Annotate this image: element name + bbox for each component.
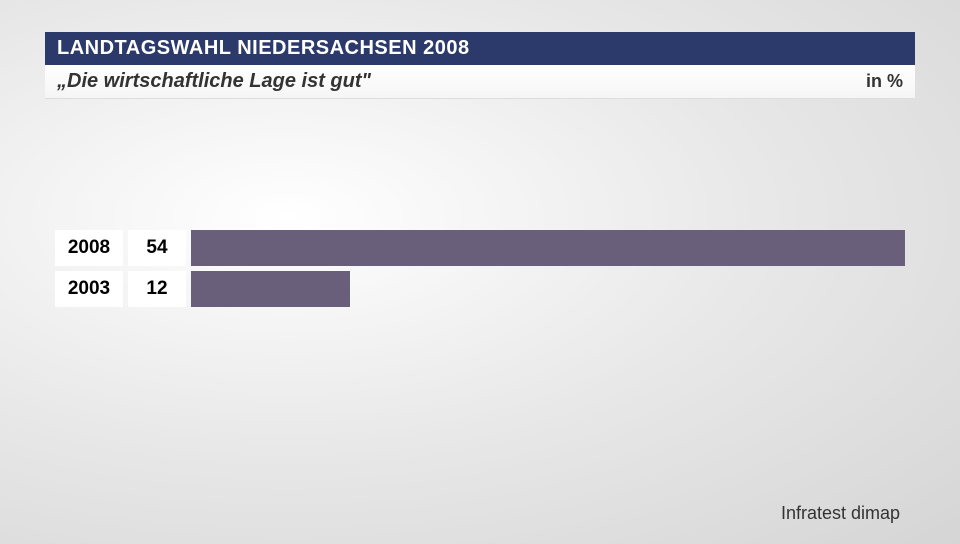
value-label: 12 bbox=[128, 271, 186, 307]
year-label: 2003 bbox=[55, 271, 123, 307]
header-band: LANDTAGSWAHL NIEDERSACHSEN 2008 bbox=[45, 32, 915, 65]
bar-track bbox=[191, 271, 905, 307]
bar-track bbox=[191, 230, 905, 266]
unit-label: in % bbox=[866, 71, 903, 92]
source-attribution: Infratest dimap bbox=[781, 503, 900, 524]
header-title: LANDTAGSWAHL NIEDERSACHSEN 2008 bbox=[57, 37, 470, 60]
chart-container: LANDTAGSWAHL NIEDERSACHSEN 2008 „Die wir… bbox=[0, 0, 960, 544]
chart-area: 2008 54 2003 12 bbox=[55, 230, 905, 312]
subtitle-band: „Die wirtschaftliche Lage ist gut" in % bbox=[45, 65, 915, 99]
bar bbox=[191, 271, 350, 307]
bar bbox=[191, 230, 905, 266]
bar-row: 2003 12 bbox=[55, 271, 905, 307]
subtitle-text: „Die wirtschaftliche Lage ist gut" bbox=[57, 70, 371, 93]
year-label: 2008 bbox=[55, 230, 123, 266]
bar-row: 2008 54 bbox=[55, 230, 905, 266]
value-label: 54 bbox=[128, 230, 186, 266]
